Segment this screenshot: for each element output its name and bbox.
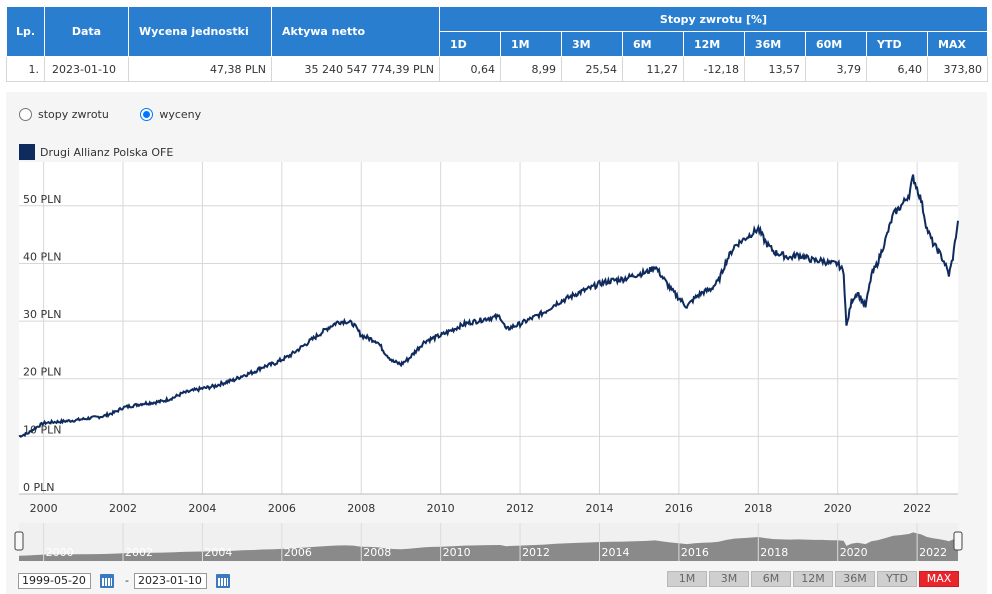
navigator-handle-right[interactable] <box>953 531 963 551</box>
chart-legend[interactable]: Drugi Allianz Polska OFE <box>19 144 173 160</box>
radio-circle[interactable] <box>19 108 32 121</box>
navigator-tick-label: 2018 <box>760 546 788 559</box>
navigator-handle-left[interactable] <box>14 531 24 551</box>
chart-mode-selector: stopy zwrotu wyceny <box>19 108 229 124</box>
col-header-period: 36M <box>744 31 806 57</box>
navigator-tick-label: 2012 <box>522 546 550 559</box>
col-header-period: 12M <box>683 31 745 57</box>
col-header-period: MAX <box>926 31 989 57</box>
navigator-tick-label: 2022 <box>919 546 947 559</box>
cell-return: -12,18 <box>683 56 745 82</box>
y-tick-label: 20 PLN <box>23 366 61 379</box>
range-button-1m[interactable]: 1M <box>667 571 707 587</box>
range-buttons: 1M 3M 6M 12M 36M YTD MAX <box>665 571 959 587</box>
x-tick-label: 2022 <box>903 502 931 515</box>
radio-circle-checked[interactable] <box>140 108 154 121</box>
range-button-ytd[interactable]: YTD <box>877 571 917 587</box>
y-tick-label: 0 PLN <box>23 481 55 494</box>
date-to-input[interactable]: 2023-01-10 <box>134 573 207 589</box>
date-from-input[interactable]: 1999-05-20 <box>18 573 91 589</box>
navigator-tick-label: 2010 <box>443 546 471 559</box>
navigator-tick-label: 2000 <box>46 546 74 559</box>
range-button-6m[interactable]: 6M <box>751 571 791 587</box>
table-row: 1. 2023-01-10 47,38 PLN 35 240 547 774,3… <box>6 56 989 82</box>
cell-return: 13,57 <box>744 56 806 82</box>
x-tick-label: 2010 <box>427 502 455 515</box>
plot-area <box>19 162 958 494</box>
cell-return: 373,80 <box>926 56 989 82</box>
navigator-tick-label: 2008 <box>363 546 391 559</box>
range-button-12m[interactable]: 12M <box>793 571 833 587</box>
y-tick-label: 30 PLN <box>23 308 61 321</box>
col-header-period: 6M <box>622 31 684 57</box>
x-tick-label: 2004 <box>188 502 216 515</box>
cell-return: 6,40 <box>866 56 928 82</box>
radio-wyceny[interactable]: wyceny <box>140 108 201 121</box>
range-button-36m[interactable]: 36M <box>835 571 875 587</box>
y-tick-label: 10 PLN <box>23 423 61 436</box>
col-header-lp: Lp. <box>6 6 45 57</box>
x-tick-label: 2014 <box>585 502 613 515</box>
x-tick-label: 2002 <box>109 502 137 515</box>
cell-return: 11,27 <box>622 56 684 82</box>
cell-data: 2023-01-10 <box>44 56 129 82</box>
y-tick-label: 50 PLN <box>23 193 61 206</box>
calendar-icon[interactable] <box>100 574 114 588</box>
x-tick-label: 2006 <box>268 502 296 515</box>
col-header-stopy: Stopy zwrotu [%] <box>438 6 989 32</box>
navigator-tick-label: 2002 <box>125 546 153 559</box>
series-line <box>18 174 959 438</box>
radio-stopy-zwrotu[interactable]: stopy zwrotu <box>19 108 109 121</box>
cell-aktywa: 35 240 547 774,39 PLN <box>271 56 440 82</box>
x-tick-label: 2020 <box>824 502 852 515</box>
x-tick-label: 2000 <box>30 502 58 515</box>
range-button-3m[interactable]: 3M <box>709 571 749 587</box>
col-header-period: 3M <box>561 31 623 57</box>
navigator-area <box>19 532 958 561</box>
cell-return: 0,64 <box>439 56 501 82</box>
cell-wycena: 47,38 PLN <box>128 56 272 82</box>
cell-return: 8,99 <box>500 56 562 82</box>
x-tick-label: 2018 <box>744 502 772 515</box>
navigator-tick-label: 2014 <box>601 546 629 559</box>
cell-return: 3,79 <box>805 56 867 82</box>
x-tick-label: 2016 <box>665 502 693 515</box>
legend-label: Drugi Allianz Polska OFE <box>40 145 174 159</box>
col-header-aktywa: Aktywa netto <box>271 6 440 57</box>
navigator-tick-label: 2016 <box>681 546 709 559</box>
col-header-period: 1D <box>439 31 501 57</box>
date-separator: - <box>125 574 129 587</box>
radio-label: stopy zwrotu <box>38 108 109 121</box>
navigator-tick-label: 2004 <box>204 546 232 559</box>
fund-table: Lp. Data Wycena jednostki Aktywa netto S… <box>6 6 989 82</box>
range-button-max[interactable]: MAX <box>919 571 959 587</box>
calendar-icon[interactable] <box>216 574 230 588</box>
x-tick-label: 2012 <box>506 502 534 515</box>
radio-label: wyceny <box>159 108 202 121</box>
navigator-tick-label: 2006 <box>284 546 312 559</box>
col-header-period: 1M <box>500 31 562 57</box>
navigator-tick-label: 2020 <box>840 546 868 559</box>
cell-lp: 1. <box>6 56 45 82</box>
legend-swatch <box>19 144 35 160</box>
x-tick-label: 2008 <box>347 502 375 515</box>
y-tick-label: 40 PLN <box>23 250 61 263</box>
cell-return: 25,54 <box>561 56 623 82</box>
